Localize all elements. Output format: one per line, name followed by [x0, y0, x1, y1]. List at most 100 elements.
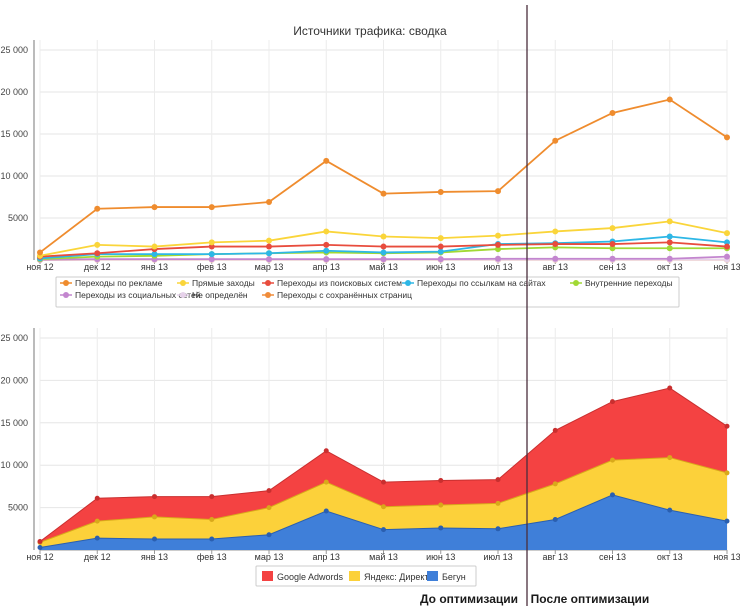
data-point[interactable] — [495, 246, 501, 253]
data-point[interactable] — [152, 494, 157, 500]
data-point[interactable] — [552, 228, 559, 235]
data-point[interactable] — [323, 241, 330, 248]
data-point[interactable] — [380, 249, 387, 256]
legend-item-внутренние-переходы[interactable]: Внутренние переходы — [570, 278, 673, 288]
data-point[interactable] — [724, 230, 730, 237]
legend-item-яндекс-директ[interactable]: Яндекс: Директ — [349, 571, 429, 582]
data-point[interactable] — [609, 110, 616, 116]
legend-item-бегун[interactable]: Бегун — [427, 571, 466, 582]
data-point[interactable] — [380, 233, 387, 240]
data-point[interactable] — [610, 457, 615, 463]
data-point[interactable] — [266, 532, 272, 538]
data-point[interactable] — [437, 256, 444, 263]
data-point[interactable] — [552, 516, 558, 522]
data-point[interactable] — [266, 199, 272, 206]
data-point[interactable] — [266, 488, 272, 494]
data-point[interactable] — [724, 243, 730, 250]
data-point[interactable] — [609, 255, 616, 262]
data-point[interactable] — [266, 256, 272, 263]
data-point[interactable] — [208, 204, 215, 211]
data-point[interactable] — [323, 448, 329, 454]
data-point[interactable] — [266, 250, 272, 257]
data-point[interactable] — [381, 527, 386, 533]
data-point[interactable] — [495, 477, 501, 483]
legend-item-переходы-из-социальных-сетей[interactable]: Переходы из социальных сетей — [60, 290, 201, 300]
data-point[interactable] — [94, 495, 100, 501]
data-point[interactable] — [208, 251, 215, 258]
legend-item-переходы-по-ссылкам-на-сайтах[interactable]: Переходы по ссылкам на сайтах — [402, 278, 546, 288]
data-point[interactable] — [323, 508, 329, 514]
data-point[interactable] — [666, 218, 673, 225]
legend-item-не-определён[interactable]: Не определён — [177, 290, 248, 300]
data-point[interactable] — [323, 157, 330, 164]
data-point[interactable] — [380, 190, 387, 197]
data-point[interactable] — [94, 241, 101, 248]
data-point[interactable] — [209, 494, 215, 500]
data-point[interactable] — [209, 516, 215, 522]
data-point[interactable] — [37, 249, 43, 256]
data-point[interactable] — [94, 205, 101, 212]
data-point[interactable] — [209, 536, 215, 542]
data-point[interactable] — [266, 505, 272, 511]
data-point[interactable] — [609, 225, 616, 232]
data-point[interactable] — [438, 477, 444, 483]
data-point[interactable] — [208, 243, 215, 250]
data-point[interactable] — [437, 235, 444, 242]
data-point[interactable] — [724, 134, 730, 141]
data-point[interactable] — [552, 481, 558, 487]
data-point[interactable] — [323, 256, 330, 263]
legend-item-переходы-с-сохранённых-страниц[interactable]: Переходы с сохранённых страниц — [262, 290, 412, 300]
data-point[interactable] — [667, 507, 673, 513]
data-point[interactable] — [552, 427, 558, 433]
data-point[interactable] — [438, 502, 444, 508]
data-point[interactable] — [266, 237, 272, 244]
data-point[interactable] — [495, 526, 501, 532]
data-point[interactable] — [552, 137, 559, 144]
data-point[interactable] — [94, 535, 100, 541]
data-point[interactable] — [724, 253, 730, 260]
data-point[interactable] — [152, 536, 157, 542]
data-point[interactable] — [323, 228, 330, 235]
data-point[interactable] — [380, 256, 387, 263]
data-point[interactable] — [666, 233, 673, 240]
data-point[interactable] — [151, 243, 158, 250]
data-point[interactable] — [610, 399, 615, 405]
data-point[interactable] — [37, 539, 43, 545]
data-point[interactable] — [552, 241, 559, 248]
data-point[interactable] — [724, 518, 730, 524]
data-point[interactable] — [94, 518, 100, 524]
data-point[interactable] — [724, 470, 730, 476]
data-point[interactable] — [495, 500, 501, 506]
data-point[interactable] — [495, 232, 501, 239]
data-point[interactable] — [724, 423, 730, 429]
data-point[interactable] — [37, 544, 43, 550]
data-point[interactable] — [667, 385, 673, 391]
data-point[interactable] — [724, 239, 730, 246]
data-point[interactable] — [666, 239, 673, 246]
data-point[interactable] — [666, 96, 673, 103]
data-point[interactable] — [666, 245, 673, 252]
data-point[interactable] — [151, 204, 158, 211]
data-point[interactable] — [437, 243, 444, 250]
data-point[interactable] — [666, 255, 673, 262]
data-point[interactable] — [208, 256, 215, 263]
data-point[interactable] — [437, 188, 444, 195]
data-point[interactable] — [323, 479, 329, 485]
data-point[interactable] — [152, 514, 157, 520]
data-point[interactable] — [323, 247, 330, 254]
data-point[interactable] — [208, 239, 215, 246]
legend-item-переходы-по-рекламе[interactable]: Переходы по рекламе — [60, 278, 163, 288]
data-point[interactable] — [437, 248, 444, 255]
data-point[interactable] — [609, 245, 616, 252]
data-point[interactable] — [495, 255, 501, 262]
legend-item-google-adwords[interactable]: Google Adwords — [262, 571, 344, 582]
data-point[interactable] — [495, 241, 501, 248]
legend-item-переходы-из-поисковых-систем[interactable]: Переходы из поисковых систем — [262, 278, 402, 288]
data-point[interactable] — [610, 492, 615, 498]
data-point[interactable] — [381, 479, 386, 485]
data-point[interactable] — [94, 250, 101, 257]
data-point[interactable] — [381, 504, 386, 510]
data-point[interactable] — [151, 251, 158, 258]
data-point[interactable] — [552, 255, 559, 262]
data-point[interactable] — [609, 241, 616, 248]
